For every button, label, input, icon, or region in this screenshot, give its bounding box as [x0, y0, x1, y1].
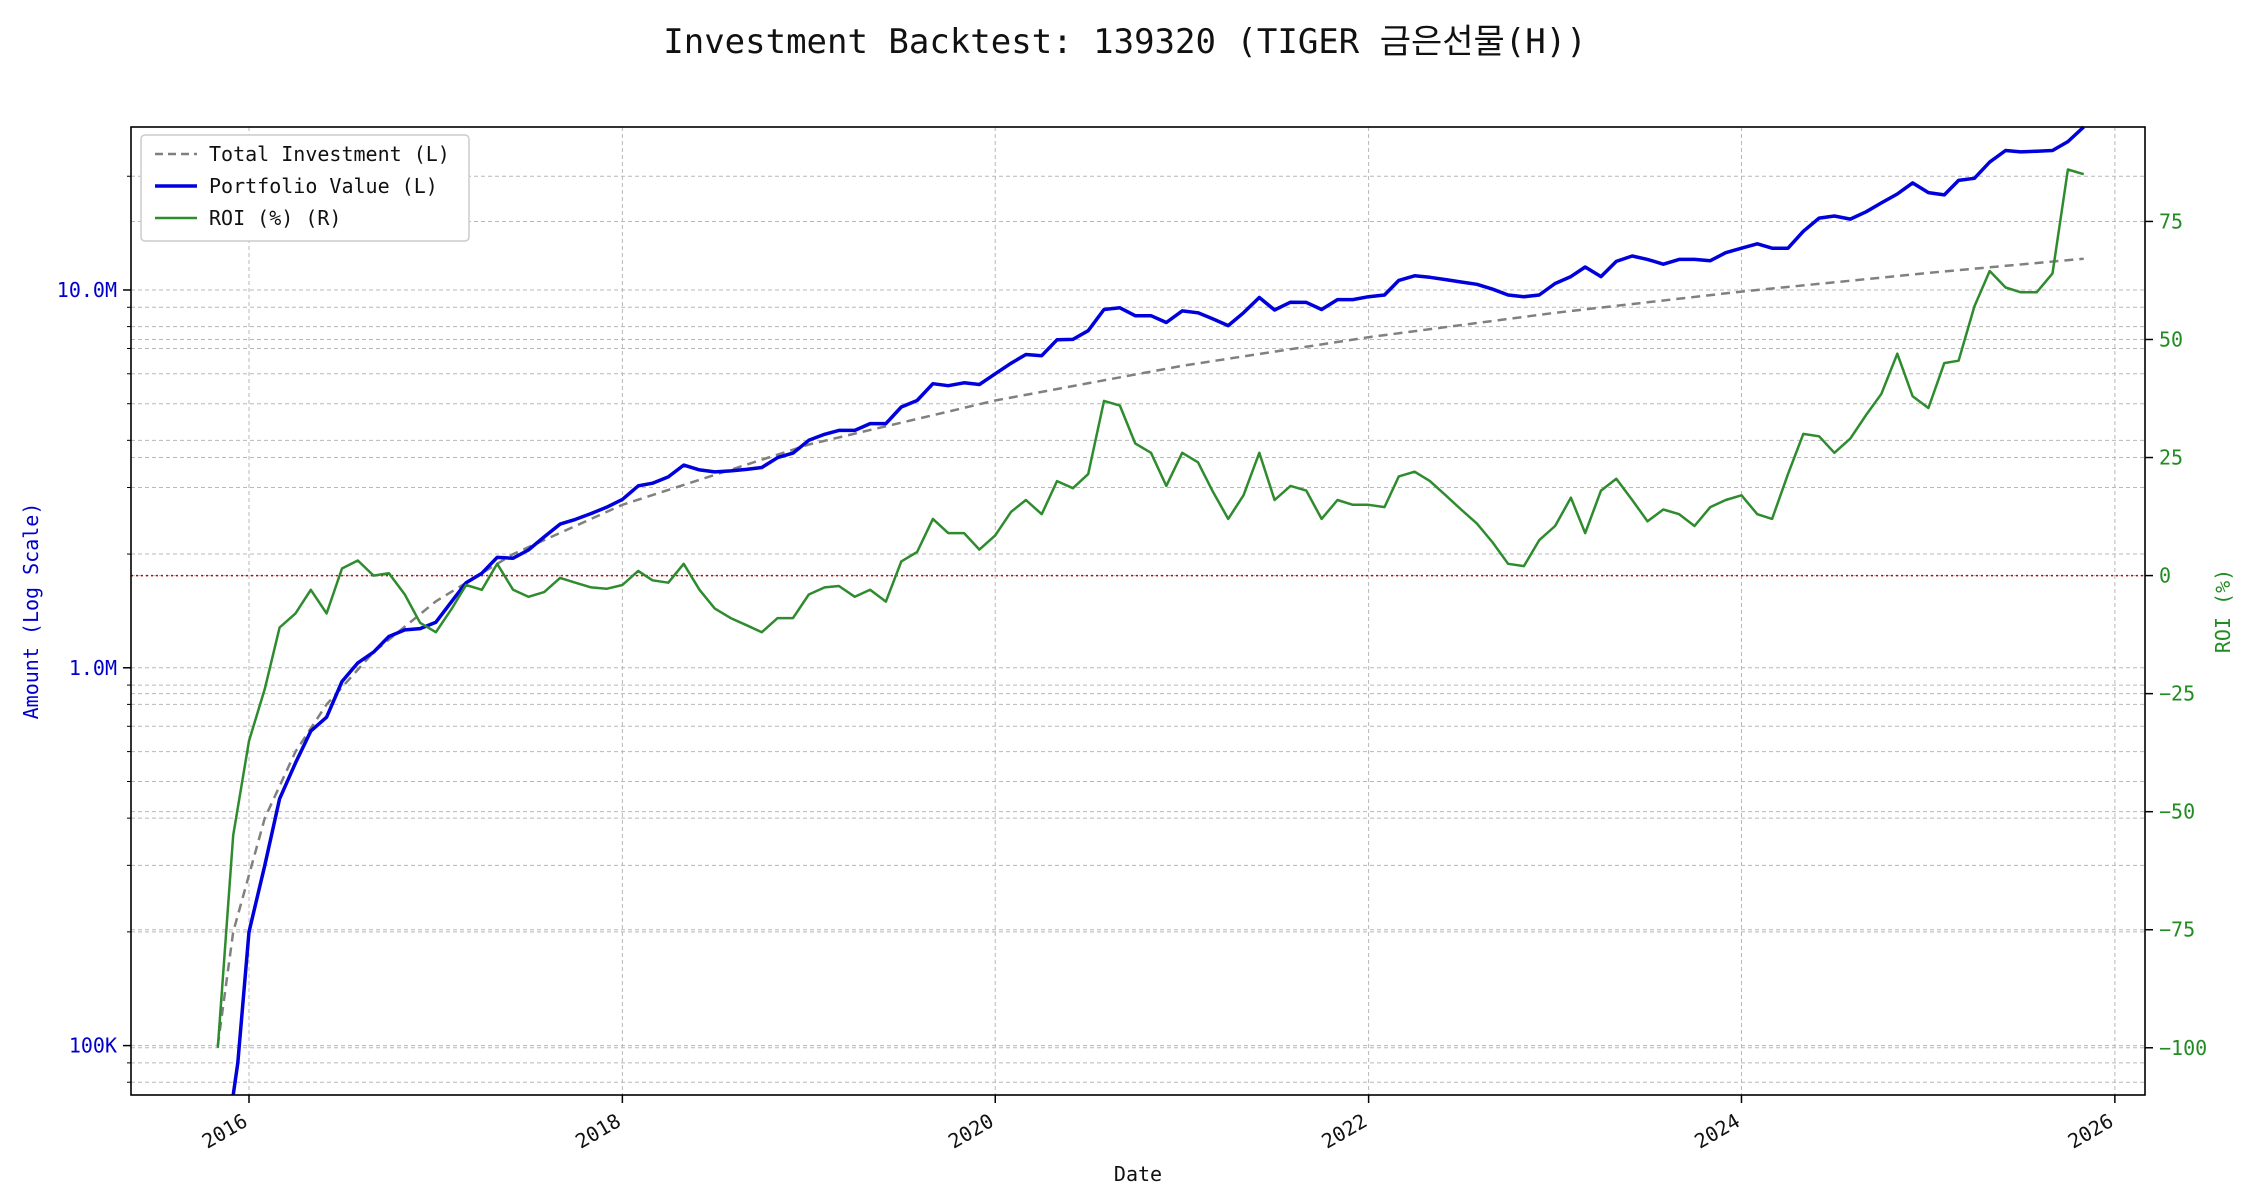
legend-label-roi: ROI (%) (R): [209, 206, 341, 230]
x-tick-label: 2024: [1690, 1109, 1744, 1154]
legend: Total Investment (L) Portfolio Value (L)…: [140, 134, 470, 242]
y-tick-label-right: 0: [2159, 564, 2171, 588]
y-tick-label-right: 75: [2159, 209, 2183, 233]
y-tick-label-left: 10.0M: [57, 278, 117, 302]
y-axis-label-left: Amount (Log Scale): [19, 503, 43, 720]
y-tick-label-left: 1.0M: [69, 656, 117, 680]
x-tick-label: 2020: [944, 1109, 998, 1154]
legend-label-portfolio-value: Portfolio Value (L): [209, 174, 438, 198]
series-portfolio-value-line: [231, 125, 2085, 1096]
y-tick-label-right: −100: [2159, 1036, 2207, 1060]
x-tick-label: 2026: [2064, 1109, 2118, 1154]
y-tick-label-left: 100K: [69, 1034, 117, 1058]
x-tick-label: 2022: [1317, 1109, 1371, 1154]
y-tick-label-right: 50: [2159, 327, 2183, 351]
x-axis-label: Date: [1114, 1162, 1162, 1186]
ticks-layer: 2016 2018 2020 2022 2024 2026 100K 1.0M 10.0M −10…: [57, 175, 2207, 1154]
plot-frame: [130, 126, 2146, 1096]
grid-layer: [131, 127, 2145, 1095]
x-tick-label: 2016: [198, 1109, 252, 1154]
chart-title: Investment Backtest: 139320 (TIGER 금은선물(…: [663, 22, 1587, 62]
y-tick-label-right: 25: [2159, 446, 2183, 470]
series-total-investment-line: [216, 257, 2084, 1046]
series-layer: [216, 125, 2085, 1096]
y-tick-label-right: −25: [2159, 682, 2195, 706]
y-tick-label-right: −50: [2159, 800, 2195, 824]
y-axis-label-right: ROI (%): [2211, 569, 2235, 653]
series-roi-line: [216, 168, 2085, 1048]
legend-box: [140, 134, 470, 242]
x-tick-label: 2018: [571, 1109, 625, 1154]
legend-label-total-investment: Total Investment (L): [209, 142, 450, 166]
y-tick-label-right: −75: [2159, 918, 2195, 942]
